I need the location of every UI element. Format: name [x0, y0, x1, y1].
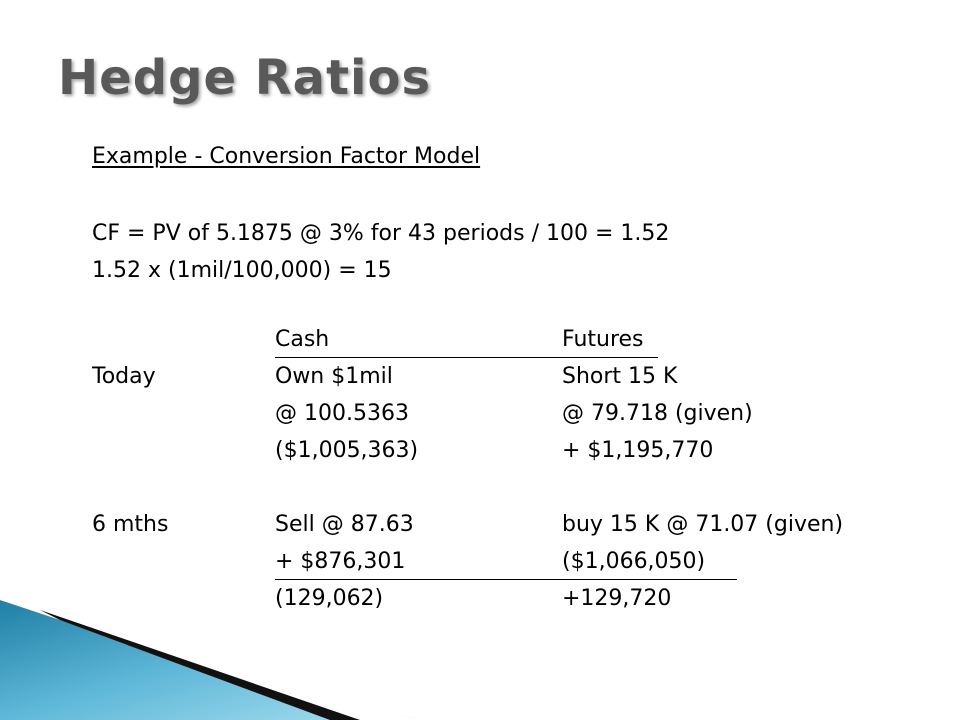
subtotal-underline-cash: [275, 579, 562, 580]
cash-cell: (129,062): [275, 586, 384, 611]
contracts-calc-line: 1.52 x (1mil/100,000) = 15: [92, 258, 392, 283]
header-underline-cash: [275, 357, 562, 358]
futures-cell: ($1,066,050): [562, 549, 706, 574]
cash-cell: Sell @ 87.63: [275, 512, 414, 537]
black-swoosh: [40, 610, 360, 720]
slide-title: Hedge Ratios: [58, 50, 432, 106]
example-subtitle: Example - Conversion Factor Model: [92, 144, 481, 169]
cf-formula-line: CF = PV of 5.1875 @ 3% for 43 periods / …: [92, 221, 670, 246]
header-cell-futures: Futures: [562, 327, 644, 352]
cash-cell: Own $1mil: [275, 364, 393, 389]
subtotal-underline-futures: [562, 579, 737, 580]
row-label: Today: [92, 364, 156, 389]
futures-cell: + $1,195,770: [562, 438, 714, 463]
header-cell-cash: Cash: [275, 327, 330, 352]
futures-cell: +129,720: [562, 586, 672, 611]
header-underline-futures: [562, 357, 658, 358]
futures-cell: buy 15 K @ 71.07 (given): [562, 512, 844, 537]
cash-cell: ($1,005,363): [275, 438, 419, 463]
futures-cell: Short 15 K: [562, 364, 678, 389]
row-label: 6 mths: [92, 512, 169, 537]
futures-cell: @ 79.718 (given): [562, 401, 753, 426]
cash-cell: + $876,301: [275, 549, 406, 574]
cash-cell: @ 100.5363: [275, 401, 409, 426]
teal-swoosh: [0, 600, 420, 720]
